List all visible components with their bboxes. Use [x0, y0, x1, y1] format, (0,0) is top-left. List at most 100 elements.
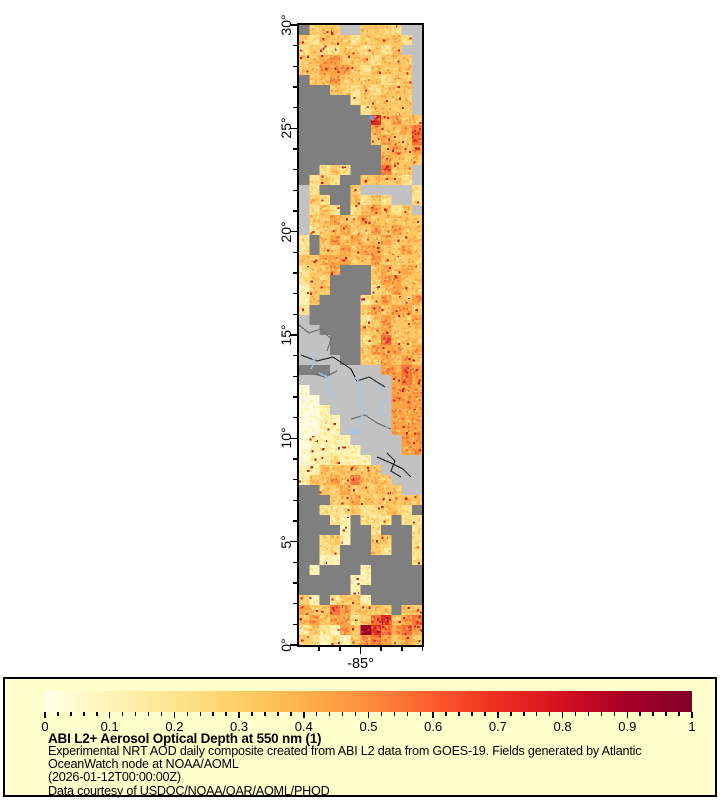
lat-tick-label: 15°: [278, 324, 294, 346]
colorbar-tick-minor: [57, 712, 59, 716]
country-border-overlay: [299, 324, 332, 352]
lat-tick-minor: [293, 478, 297, 481]
colorbar-tick-label: 0.1: [100, 719, 119, 734]
lat-tick-minor: [293, 168, 297, 171]
lon-tick-minor: [380, 647, 382, 651]
colorbar-tick-minor: [587, 712, 590, 716]
colorbar-tick-minor: [186, 712, 189, 716]
colorbar-tick-minor: [484, 712, 486, 716]
lat-tick-major: [290, 644, 297, 646]
lat-tick-minor: [293, 458, 297, 460]
legend-credit-line: Experimental NRT AOD daily composite cre…: [48, 744, 642, 758]
colorbar-tick-minor: [535, 712, 538, 716]
country-border-overlay: [310, 370, 338, 378]
lat-tick-minor: [293, 148, 297, 150]
lat-tick-label: 0°: [278, 638, 294, 652]
river-overlay: [378, 384, 390, 434]
colorbar-tick-major: [173, 712, 176, 718]
colorbar-tick-minor: [225, 712, 227, 716]
colorbar-tick-minor: [264, 712, 266, 716]
river-overlay: [354, 376, 366, 422]
lat-tick-major: [290, 24, 297, 26]
lat-tick-minor: [293, 189, 297, 192]
colorbar-tick-minor: [328, 712, 331, 716]
colorbar-tick-major: [238, 712, 240, 718]
colorbar-tick-major: [497, 712, 499, 718]
lon-tick-major: [359, 647, 362, 654]
lon-tick-minor: [401, 647, 403, 651]
colorbar-tick-major: [626, 712, 629, 718]
lat-tick-minor: [293, 251, 297, 254]
country-border-overlay: [350, 414, 392, 430]
lat-tick-major: [290, 230, 297, 233]
lat-tick-minor: [293, 86, 297, 88]
colorbar-tick-minor: [341, 712, 344, 716]
lat-tick-minor: [293, 561, 297, 564]
colorbar-tick-major: [561, 712, 564, 718]
colorbar-tick-minor: [458, 712, 460, 716]
colorbar-tick-minor: [380, 712, 383, 716]
lat-tick-minor: [293, 375, 297, 378]
colorbar-tick-minor: [419, 712, 421, 716]
colorbar-tick-major: [432, 712, 434, 718]
legend-panel: 0 0.1 0.2 0.3 0.4 0.5 0.6 0.7 0.8 0.9 1 ABI L2+ Ae…: [3, 677, 717, 797]
colorbar-tick-minor: [354, 712, 357, 716]
legend-credit-line: (2026-01-12T00:00:00Z): [48, 770, 181, 785]
colorbar-tick-minor: [290, 712, 292, 716]
lat-tick-minor: [293, 210, 297, 212]
country-border-overlay: [300, 354, 386, 388]
colorbar-tick-minor: [665, 712, 667, 716]
coastline-overlay: [376, 456, 412, 478]
lat-tick-label: 25°: [278, 117, 294, 139]
colorbar-tick-major: [367, 712, 370, 718]
colorbar-tick-minor: [445, 712, 447, 716]
lat-tick-major: [290, 334, 297, 336]
river-overlay: [318, 372, 340, 400]
colorbar-tick-label: 0.6: [424, 719, 443, 734]
colorbar-tick-major: [108, 712, 111, 718]
lat-tick-minor: [293, 520, 297, 522]
colorbar-tick-minor: [160, 712, 163, 716]
colorbar-tick-minor: [277, 712, 279, 716]
lat-tick-minor: [293, 313, 297, 316]
colorbar-tick-label: 0.3: [230, 719, 249, 734]
colorbar-tick-minor: [83, 712, 85, 716]
lat-tick-minor: [293, 602, 297, 605]
colorbar-tick-minor: [523, 712, 525, 716]
colorbar-tick-minor: [510, 712, 512, 716]
colorbar-tick-minor: [574, 712, 577, 716]
colorbar-tick-minor: [548, 712, 551, 716]
lat-tick-minor: [293, 44, 297, 47]
country-border-overlay: [386, 452, 402, 478]
colorbar-tick-minor: [147, 712, 150, 716]
colorbar-tick-label: 0.2: [165, 719, 184, 734]
colorbar-tick-label: 0.9: [618, 719, 637, 734]
aod-map: [297, 23, 424, 647]
lat-tick-minor: [293, 272, 297, 274]
lat-tick-label: 10°: [278, 427, 294, 449]
lat-tick-minor: [293, 106, 297, 109]
aod-raster: [299, 25, 422, 645]
lat-tick-label: 5°: [278, 534, 294, 549]
lon-tick-minor: [339, 647, 341, 651]
colorbar-tick-label: 0: [41, 719, 49, 734]
colorbar-tick-minor: [639, 712, 641, 716]
colorbar-tick-label: 0.4: [294, 719, 313, 734]
colorbar-tick-label: 0.7: [488, 719, 507, 734]
lat-tick-minor: [293, 396, 297, 398]
lat-tick-minor: [293, 582, 297, 584]
colorbar-tick-minor: [251, 712, 253, 716]
colorbar-tick-minor: [212, 712, 214, 716]
colorbar-tick-minor: [96, 712, 98, 716]
lat-tick-minor: [293, 354, 297, 357]
lake-overlay: [350, 427, 360, 435]
colorbar-tick-major: [44, 712, 46, 718]
lat-tick-minor: [293, 499, 297, 502]
lon-tick-minor: [318, 647, 320, 651]
lon-tick-minor: [421, 647, 424, 651]
lat-tick-label: 30°: [278, 14, 294, 36]
colorbar-tick-minor: [199, 712, 202, 716]
colorbar-tick-minor: [315, 712, 318, 716]
legend-credit-line: OceanWatch node at NOAA/AOML: [48, 757, 239, 772]
colorbar-tick-major: [691, 712, 693, 718]
